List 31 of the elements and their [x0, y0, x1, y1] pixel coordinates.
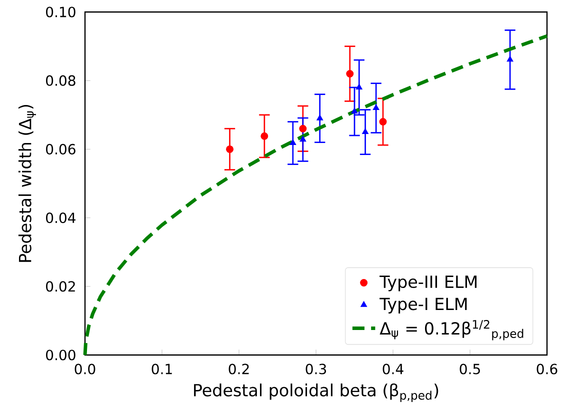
point [356, 84, 362, 90]
point [372, 104, 380, 110]
x-tick-label: 0.5 [460, 364, 480, 374]
x-tick-label: 0.2 [228, 364, 249, 374]
x-tick-label: 0.1 [152, 364, 172, 374]
legend-label: Δ$_{ψ}$ = 0.12β$^{1/2}$p,ped [380, 320, 524, 340]
y-tick-label: 0.00 [46, 350, 76, 360]
point [379, 118, 387, 126]
y-tick-label: 0.06 [46, 144, 76, 154]
y-tick-label: 0.10 [46, 6, 76, 18]
x-tick-label: 0.4 [382, 364, 404, 374]
point [290, 139, 296, 146]
legend-label: Type-I ELM [380, 298, 467, 314]
y-tick-label: 0.08 [46, 75, 76, 86]
point [506, 56, 514, 62]
y-axis-title: Pedestal width (Δ$_{ψ}$) [18, 104, 36, 262]
x-tick-label: 0.0 [74, 364, 96, 374]
x-tick-label: 0.6 [536, 364, 558, 374]
point [260, 132, 268, 140]
point [316, 114, 324, 120]
point [362, 128, 369, 134]
y-tick-label: 0.04 [46, 212, 76, 224]
point [226, 145, 234, 153]
y-tick-label: 0.02 [46, 281, 75, 292]
x-tick-label: 0.3 [306, 364, 326, 374]
point [299, 124, 307, 132]
point [346, 70, 354, 78]
legend-label: Type-III ELM [380, 276, 477, 292]
x-axis-title: Pedestal poloidal beta (β$_{p,ped}$) [194, 383, 438, 402]
point [300, 136, 306, 142]
point [351, 108, 358, 114]
